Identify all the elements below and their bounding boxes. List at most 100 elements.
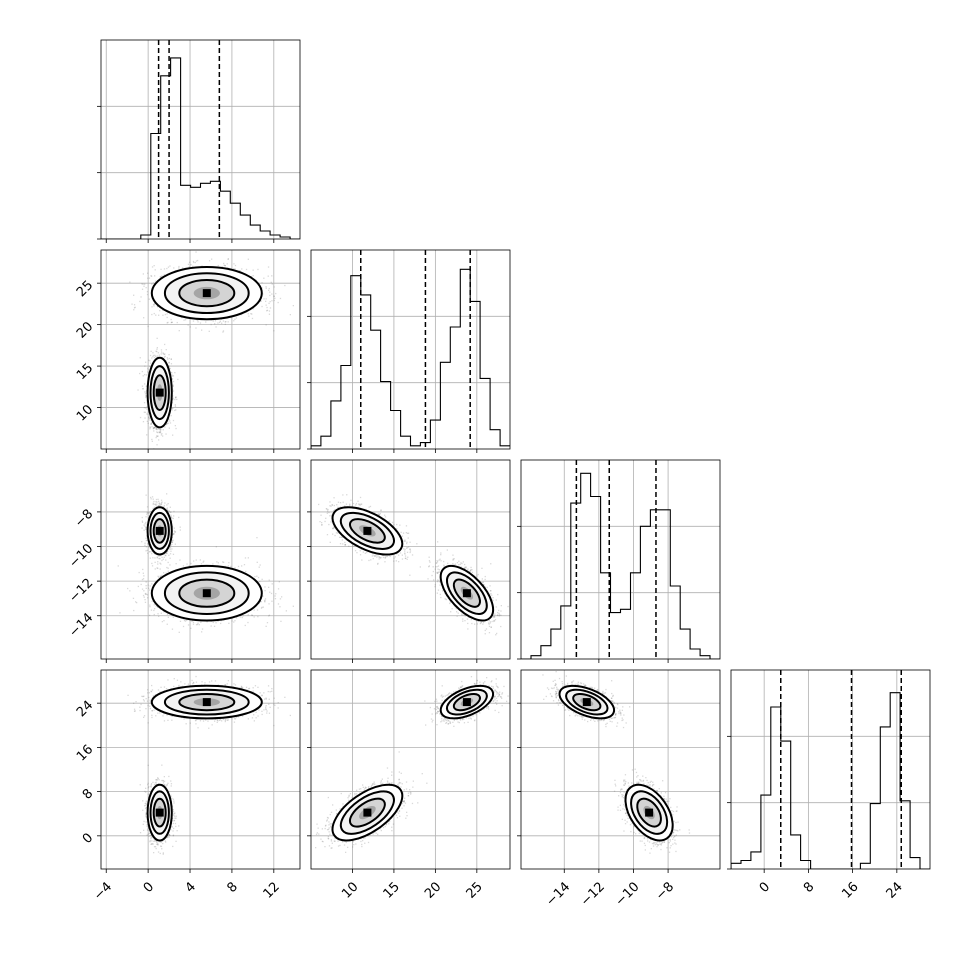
sample-point (273, 330, 275, 332)
sample-point (165, 423, 168, 426)
sample-point (219, 321, 221, 324)
sample-point (273, 299, 275, 302)
sample-point (169, 557, 171, 559)
sample-point (261, 287, 263, 289)
sample-point (158, 354, 160, 356)
sample-point (158, 439, 160, 441)
sample-point (224, 321, 226, 323)
sample-point (143, 407, 146, 409)
sample-point (168, 554, 170, 556)
sample-point (146, 511, 148, 513)
sample-point (219, 320, 221, 322)
sample-point (142, 388, 144, 390)
sample-point (172, 398, 174, 400)
histogram-1 (311, 268, 510, 449)
sample-point (157, 505, 160, 507)
sample-point (222, 320, 225, 322)
sample-point (214, 323, 216, 325)
sample-point (171, 321, 173, 323)
sample-point (168, 361, 170, 364)
sample-point (159, 430, 162, 432)
sample-point (150, 275, 152, 277)
sample-point (257, 268, 259, 271)
sample-point (171, 541, 173, 543)
sample-point (215, 326, 217, 328)
sample-point (166, 509, 169, 511)
sample-point (162, 352, 164, 354)
sample-point (148, 416, 150, 419)
sample-point (156, 428, 158, 431)
sample-point (141, 288, 144, 290)
sample-point (146, 291, 149, 293)
sample-point (157, 431, 159, 434)
sample-point (156, 503, 158, 505)
sample-point (153, 430, 155, 432)
sample-point (166, 267, 168, 270)
sample-point (179, 526, 181, 528)
sample-point (260, 300, 262, 302)
sample-point (155, 498, 158, 501)
sample-point (179, 529, 181, 531)
sample-point (165, 360, 167, 362)
sample-point (248, 315, 250, 317)
sample-point (146, 400, 148, 402)
sample-point (168, 354, 170, 356)
sample-point (166, 357, 168, 359)
sample-point (145, 287, 147, 289)
sample-point (164, 552, 166, 555)
density-peak-0 (155, 388, 164, 397)
sample-point (157, 305, 159, 308)
sample-point (159, 276, 161, 278)
sample-point (151, 496, 154, 498)
density-peak-1 (202, 289, 211, 298)
sample-point (155, 427, 157, 429)
sample-point (171, 372, 173, 374)
sample-point (174, 425, 176, 427)
sample-point (147, 272, 149, 274)
sample-point (192, 320, 195, 322)
sample-point (194, 261, 196, 264)
sample-point (217, 322, 219, 324)
sample-point (164, 353, 166, 355)
sample-point (170, 371, 172, 374)
sample-point (151, 357, 153, 359)
sample-point (168, 366, 170, 368)
sample-point (129, 281, 131, 283)
sample-point (172, 407, 174, 409)
sample-point (153, 427, 155, 429)
sample-point (156, 431, 158, 433)
sample-point (156, 350, 158, 353)
sample-point (168, 510, 170, 513)
sample-point (221, 266, 223, 268)
sample-point (170, 358, 172, 360)
sample-point (271, 300, 273, 302)
sample-point (174, 409, 176, 412)
sample-point (147, 371, 149, 373)
sample-point (284, 284, 286, 287)
sample-point (146, 539, 148, 541)
sample-point (175, 396, 177, 398)
sample-point (274, 297, 276, 299)
sample-point (265, 287, 267, 289)
sample-point (149, 354, 152, 357)
sample-point (174, 531, 177, 533)
panel-frame (100, 39, 301, 240)
sample-point (178, 265, 180, 268)
sample-point (157, 567, 159, 569)
sample-point (152, 354, 155, 357)
sample-point (158, 502, 160, 504)
sample-point (234, 264, 237, 267)
sample-point (205, 321, 207, 323)
sample-point (162, 314, 164, 316)
sample-point (171, 543, 173, 545)
sample-point (245, 268, 248, 271)
sample-point (208, 330, 210, 332)
sample-point (234, 318, 236, 320)
sample-point (156, 435, 159, 437)
sample-point (152, 282, 155, 284)
sample-point (212, 320, 214, 322)
sample-point (233, 268, 235, 270)
sample-point (273, 295, 275, 297)
sample-point (169, 420, 171, 422)
